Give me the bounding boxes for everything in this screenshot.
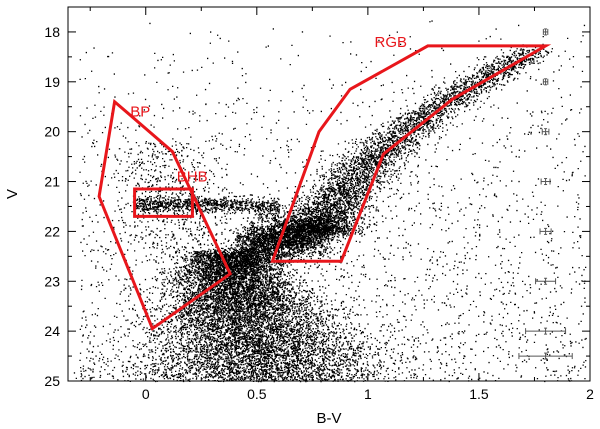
region-bhb-polygon xyxy=(133,187,194,218)
y-tick-label: 23 xyxy=(44,273,60,289)
plot-frame xyxy=(67,6,591,382)
y-tick-label: 24 xyxy=(44,323,60,339)
error-bar xyxy=(539,227,552,235)
error-bar xyxy=(518,352,573,360)
x-axis-title: B-V xyxy=(316,410,341,427)
x-tick-label: 0.5 xyxy=(247,386,267,402)
region-bhb-label: BHB xyxy=(177,169,208,186)
y-tick-label: 19 xyxy=(44,74,60,90)
error-bar xyxy=(535,277,557,285)
axis-ticks-layer: 0 0.5 1 1.5 2 18 19 20 21 22 23 24 25 xyxy=(44,6,594,402)
error-bar xyxy=(541,128,550,136)
x-tick-label: 1 xyxy=(364,386,372,402)
region-rgb-label: RGB xyxy=(375,34,408,51)
error-bar xyxy=(542,28,549,36)
error-bar xyxy=(542,78,549,86)
y-tick-label: 22 xyxy=(44,223,60,239)
y-tick-label: 18 xyxy=(44,24,60,40)
y-tick-label: 20 xyxy=(44,124,60,140)
region-bp-polygon xyxy=(97,98,233,331)
x-tick-label: 2 xyxy=(586,386,594,402)
x-tick-label: 0 xyxy=(142,386,150,402)
selection-regions-layer: BP BHB RGB xyxy=(97,34,552,331)
y-tick-label: 25 xyxy=(44,373,60,389)
region-rgb-polygon xyxy=(270,44,552,263)
error-bars-layer xyxy=(518,28,573,360)
y-tick-label: 21 xyxy=(44,174,60,190)
y-axis-title: V xyxy=(4,189,21,199)
region-bp-label: BP xyxy=(130,104,150,121)
x-tick-label: 1.5 xyxy=(469,386,489,402)
error-bar xyxy=(525,327,567,335)
error-bar xyxy=(540,178,551,186)
